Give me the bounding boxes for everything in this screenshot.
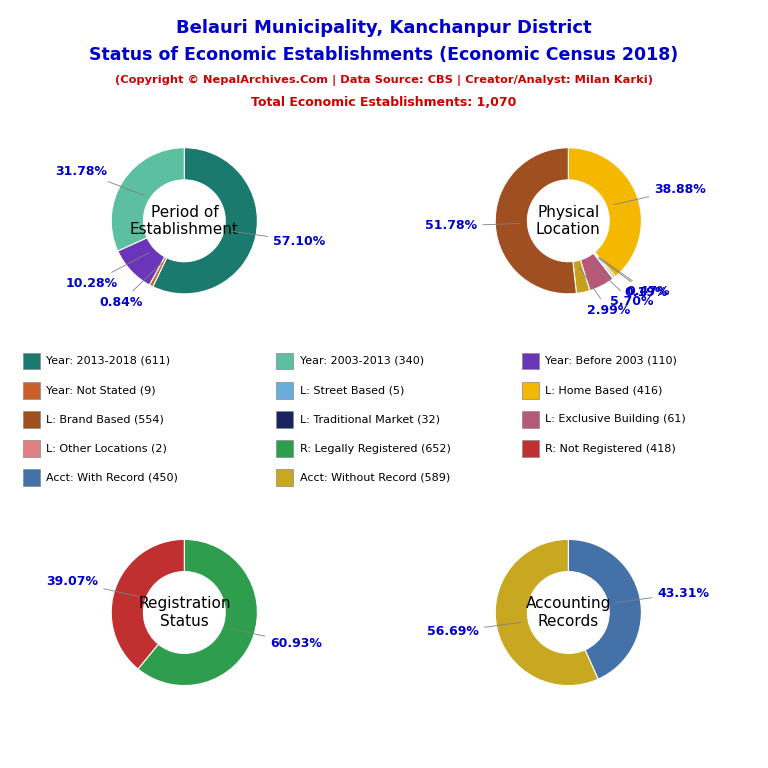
Text: Acct: With Record (450): Acct: With Record (450) (46, 472, 178, 483)
Text: 38.88%: 38.88% (614, 183, 706, 204)
Text: Year: Not Stated (9): Year: Not Stated (9) (46, 385, 156, 396)
Wedge shape (594, 252, 615, 278)
Wedge shape (138, 539, 257, 686)
Wedge shape (581, 253, 613, 290)
Text: Total Economic Establishments: 1,070: Total Economic Establishments: 1,070 (251, 96, 517, 109)
Text: 0.19%: 0.19% (598, 258, 668, 300)
Text: L: Other Locations (2): L: Other Locations (2) (46, 443, 167, 454)
Wedge shape (495, 539, 598, 686)
Wedge shape (111, 147, 184, 251)
Text: 39.07%: 39.07% (46, 575, 139, 597)
Text: Year: 2013-2018 (611): Year: 2013-2018 (611) (46, 356, 170, 366)
Text: (Copyright © NepalArchives.Com | Data Source: CBS | Creator/Analyst: Milan Karki: (Copyright © NepalArchives.Com | Data So… (115, 74, 653, 85)
Text: Physical
Location: Physical Location (536, 204, 601, 237)
Text: 60.93%: 60.93% (230, 628, 323, 650)
Text: 2.99%: 2.99% (579, 267, 631, 316)
Text: R: Legally Registered (652): R: Legally Registered (652) (300, 443, 450, 454)
Text: Belauri Municipality, Kanchanpur District: Belauri Municipality, Kanchanpur Distric… (176, 19, 592, 37)
Text: Year: 2003-2013 (340): Year: 2003-2013 (340) (300, 356, 424, 366)
Text: L: Brand Based (554): L: Brand Based (554) (46, 414, 164, 425)
Wedge shape (495, 147, 577, 294)
Text: R: Not Registered (418): R: Not Registered (418) (545, 443, 676, 454)
Text: L: Street Based (5): L: Street Based (5) (300, 385, 404, 396)
Text: 57.10%: 57.10% (231, 231, 326, 247)
Text: 56.69%: 56.69% (427, 622, 521, 638)
Text: Acct: Without Record (589): Acct: Without Record (589) (300, 472, 450, 483)
Text: Accounting
Records: Accounting Records (525, 596, 611, 629)
Text: 43.31%: 43.31% (615, 587, 710, 603)
Text: 5.70%: 5.70% (591, 263, 654, 309)
Wedge shape (573, 260, 590, 293)
Text: 0.84%: 0.84% (99, 263, 162, 309)
Text: 31.78%: 31.78% (55, 165, 144, 195)
Text: Period of
Establishment: Period of Establishment (130, 204, 239, 237)
Wedge shape (568, 539, 641, 679)
Text: Year: Before 2003 (110): Year: Before 2003 (110) (545, 356, 677, 366)
Text: 10.28%: 10.28% (65, 253, 149, 290)
Wedge shape (568, 147, 641, 276)
Text: L: Traditional Market (32): L: Traditional Market (32) (300, 414, 439, 425)
Wedge shape (149, 257, 167, 286)
Wedge shape (111, 539, 184, 669)
Text: L: Home Based (416): L: Home Based (416) (545, 385, 663, 396)
Text: Status of Economic Establishments (Economic Census 2018): Status of Economic Establishments (Econo… (89, 46, 679, 64)
Text: 0.47%: 0.47% (599, 257, 670, 298)
Wedge shape (118, 238, 165, 285)
Text: Registration
Status: Registration Status (138, 596, 230, 629)
Wedge shape (594, 253, 614, 279)
Text: 51.78%: 51.78% (425, 220, 520, 233)
Wedge shape (153, 147, 257, 294)
Text: L: Exclusive Building (61): L: Exclusive Building (61) (545, 414, 686, 425)
